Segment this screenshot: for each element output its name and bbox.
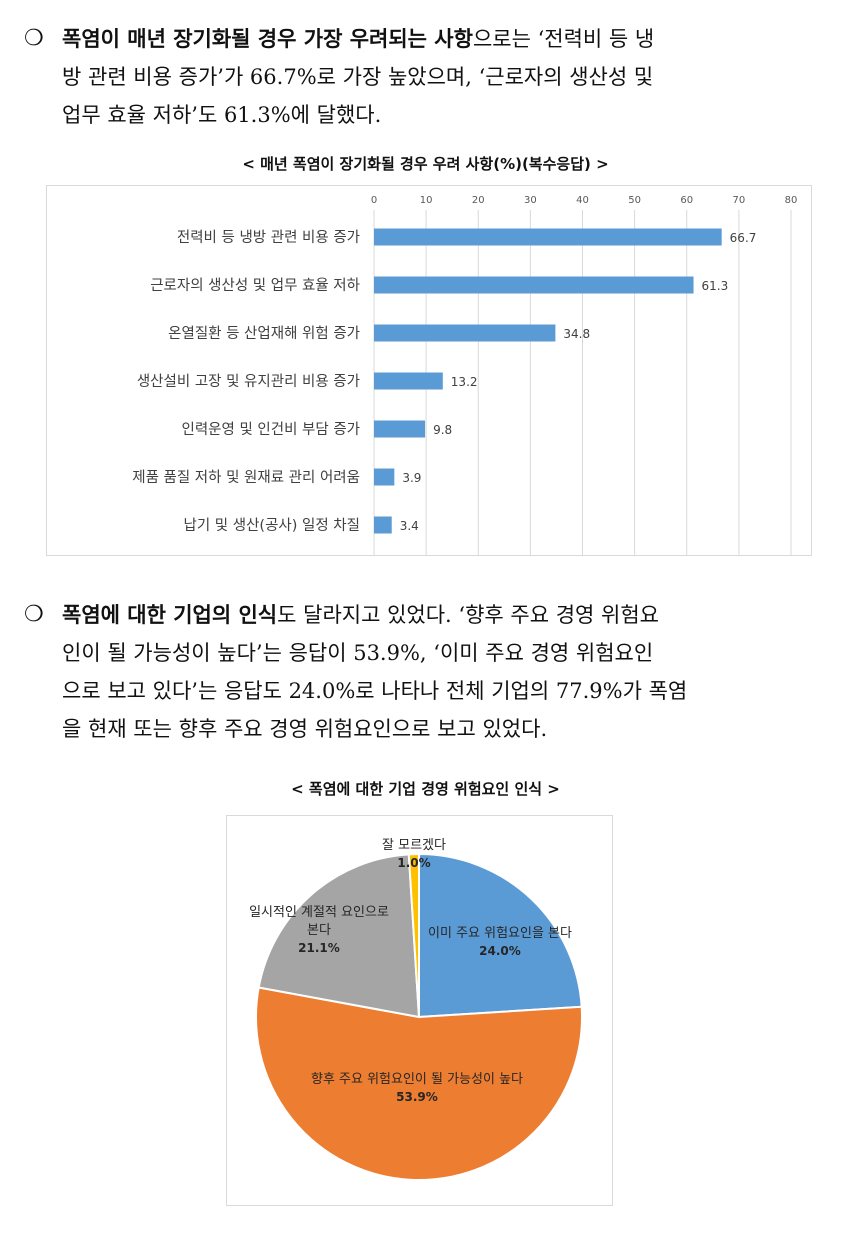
paragraph-2: ❍ 폭염에 대한 기업의 인식도 달라지고 있었다. ‘향후 주요 경영 위험요…	[0, 596, 851, 756]
category-label: 온열질환 등 산업재해 위험 증가	[168, 325, 360, 342]
paragraph-2-line-1: 폭염에 대한 기업의 인식도 달라지고 있었다. ‘향후 주요 경영 위험요	[62, 596, 659, 634]
paragraph-2-bold: 폭염에 대한 기업의 인식	[62, 602, 278, 627]
data-label: 3.9	[402, 471, 421, 485]
data-label: 3.4	[400, 519, 419, 533]
pie-slice	[418, 852, 583, 1019]
paragraph-1-line-2: 방 관련 비용 증가’가 66.7%로 가장 높았으며, ‘근로자의 생산성 및	[62, 65, 654, 89]
x-tick-label: 50	[628, 195, 641, 206]
pie-chart-frame: 이미 주요 위험요인을 본다 24.0% 향후 주요 위험요인이 될 가능성이 높다…	[226, 815, 613, 1206]
bar	[374, 372, 443, 390]
data-label: 9.8	[433, 423, 452, 437]
x-tick-label: 70	[733, 195, 746, 206]
bar-chart-title: < 매년 폭염이 장기화될 경우 우려 사항(%)(복수응답) >	[242, 155, 609, 173]
category-label: 인력운영 및 인건비 부담 증가	[181, 421, 360, 438]
slice-label: 향후 주요 위험요인이 될 가능성이 높다	[311, 1072, 523, 1087]
slice-percent-label: 53.9%	[396, 1090, 438, 1104]
slice-label: 이미 주요 위험요인을 본다	[428, 926, 572, 941]
paragraph-1-bold: 폭염이 매년 장기화될 경우 가장 우려되는 사항	[62, 26, 473, 51]
paragraph-2-line-4: 을 현재 또는 향후 주요 경영 위험요인으로 보고 있었다.	[62, 717, 548, 741]
paragraph-1-line-1-rest: 으로는 ‘전력비 등 냉	[472, 27, 655, 51]
pie-slice	[255, 986, 583, 1181]
pie-chart-title: < 폭염에 대한 기업 경영 위험요인 인식 >	[291, 780, 560, 798]
bar	[374, 324, 556, 342]
slice-percent-label: 24.0%	[479, 944, 521, 958]
bullet-icon: ❍	[24, 26, 44, 51]
slice-percent-label: 1.0%	[397, 856, 430, 870]
slice-percent-label: 21.1%	[298, 941, 340, 955]
x-tick-label: 20	[472, 195, 485, 206]
category-label: 전력비 등 냉방 관련 비용 증가	[177, 229, 360, 246]
bar-chart: 0 10 20 30 40 50 60 70 80 전력비 등 냉방 관련 비용 증가 66.7 근로…	[132, 195, 798, 562]
paragraph-1: ❍ 폭염이 매년 장기화될 경우 가장 우려되는 사항으로는 ‘전력비 등 냉 …	[0, 20, 851, 140]
data-label: 13.2	[451, 375, 478, 389]
category-label: 납기 및 생산(공사) 일정 차질	[184, 517, 361, 534]
slice-label: 잘 모르겠다	[382, 838, 446, 853]
x-tick-label: 60	[680, 195, 693, 206]
slice-label: 일시적인 계절적 요인으로	[249, 905, 389, 920]
pie-chart: 이미 주요 위험요인을 본다 24.0% 향후 주요 위험요인이 될 가능성이 높다…	[249, 838, 583, 1181]
data-label: 61.3	[702, 279, 729, 293]
paragraph-2-line-3: 으로 보고 있다’는 응답도 24.0%로 나타나 전체 기업의 77.9%가 …	[62, 679, 688, 703]
bullet-icon-2: ❍	[24, 602, 44, 627]
x-tick-label: 0	[371, 195, 377, 206]
slice-label: 본다	[307, 923, 331, 938]
paragraph-2-line-2: 인이 될 가능성이 높다’는 응답이 53.9%, ‘이미 주요 경영 위험요인	[62, 641, 654, 665]
bar	[374, 516, 392, 534]
category-label: 생산설비 고장 및 유지관리 비용 증가	[137, 373, 360, 390]
category-label: 근로자의 생산성 및 업무 효율 저하	[150, 277, 360, 294]
paragraph-2-line-1-rest: 도 달라지고 있었다. ‘향후 주요 경영 위험요	[277, 603, 659, 627]
paragraph-1-line-3: 업무 효율 저하’도 61.3%에 달했다.	[62, 103, 382, 127]
x-tick-label: 80	[785, 195, 798, 206]
paragraph-1-line-1: 폭염이 매년 장기화될 경우 가장 우려되는 사항으로는 ‘전력비 등 냉	[62, 20, 654, 58]
pie-slice	[407, 852, 420, 1018]
x-tick-label: 10	[420, 195, 433, 206]
bar	[374, 276, 694, 294]
bar-chart-frame: 0 10 20 30 40 50 60 70 80 전력비 등 냉방 관련 비용 증가 66.7 근로…	[46, 185, 812, 562]
x-tick-label: 40	[576, 195, 589, 206]
category-label: 제품 품질 저하 및 원재료 관리 어려움	[132, 469, 360, 486]
x-tick-label: 30	[524, 195, 537, 206]
bar	[374, 468, 395, 486]
bar	[374, 228, 722, 246]
data-label: 34.8	[563, 327, 590, 341]
bar	[374, 420, 426, 438]
data-label: 66.7	[730, 231, 757, 245]
pie-slice	[257, 853, 421, 1019]
